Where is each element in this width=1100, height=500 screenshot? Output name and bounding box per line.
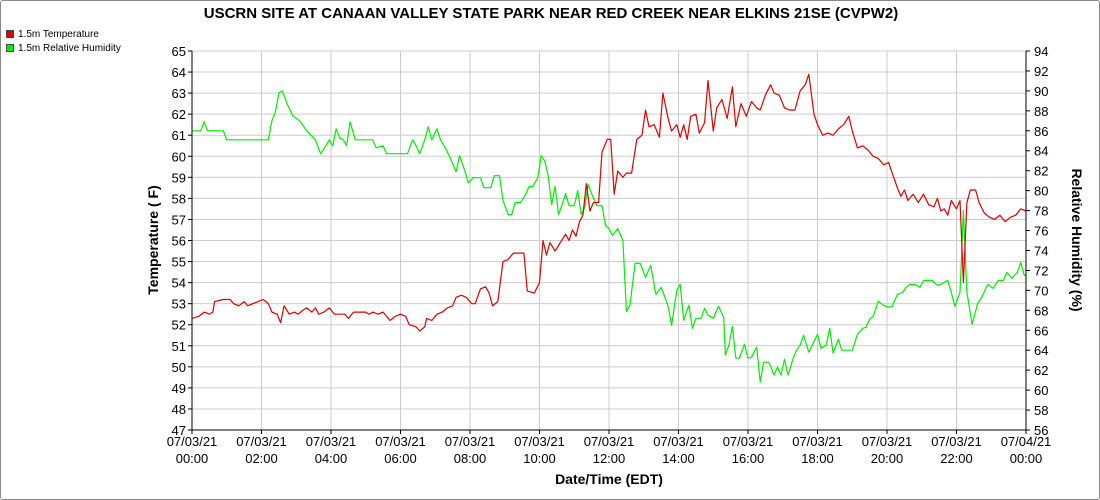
legend: 1.5m Temperature 1.5m Relative Humidity xyxy=(6,27,121,55)
left-tick-label: 51 xyxy=(172,339,186,354)
right-tick-label: 58 xyxy=(1034,403,1048,418)
right-tick-label: 76 xyxy=(1034,224,1048,239)
right-tick-label: 68 xyxy=(1034,303,1048,318)
right-tick-label: 78 xyxy=(1034,204,1048,219)
right-tick-label: 90 xyxy=(1034,84,1048,99)
right-tick-label: 66 xyxy=(1034,323,1048,338)
x-axis: 07/03/21 00:00 07/03/21 02:00 07/03/21 04:00 0… xyxy=(167,429,1052,466)
x-tick-label-time: 18:00 xyxy=(801,451,834,466)
right-tick-label: 94 xyxy=(1034,44,1048,59)
x-tick-label-date: 07/03/21 xyxy=(584,434,635,449)
left-tick-label: 56 xyxy=(172,234,186,249)
x-tick-label-time: 12:00 xyxy=(593,451,626,466)
legend-swatch-temperature xyxy=(6,30,14,38)
chart-title: USCRN SITE AT CANAAN VALLEY STATE PARK N… xyxy=(204,5,899,22)
right-tick-label: 70 xyxy=(1034,283,1048,298)
legend-swatch-humidity xyxy=(6,44,14,52)
x-tick-label-date: 07/03/21 xyxy=(653,434,704,449)
x-tick-label-date: 07/03/21 xyxy=(514,434,565,449)
x-tick-label-date: 07/03/21 xyxy=(236,434,287,449)
humidity-series-line xyxy=(192,90,1026,383)
left-tick-label: 53 xyxy=(172,297,186,312)
x-tick-label-date: 07/03/21 xyxy=(931,434,982,449)
x-tick-label-time: 10:00 xyxy=(523,451,556,466)
grid xyxy=(191,50,1027,431)
left-tick-label: 64 xyxy=(172,65,186,80)
right-tick-label: 84 xyxy=(1034,144,1048,159)
right-axis-label: Relative Humidity (%) xyxy=(1069,168,1085,311)
left-tick-label: 63 xyxy=(172,86,186,101)
x-tick-label-time: 20:00 xyxy=(871,451,904,466)
x-tick-label-time: 02:00 xyxy=(245,451,278,466)
x-tick-label-date: 07/04/21 xyxy=(1001,434,1052,449)
right-tick-label: 92 xyxy=(1034,64,1048,79)
legend-item-temperature: 1.5m Temperature xyxy=(6,27,121,41)
left-tick-label: 65 xyxy=(172,44,186,59)
legend-label-humidity: 1.5m Relative Humidity xyxy=(18,42,121,54)
left-tick-label: 57 xyxy=(172,212,186,227)
right-tick-label: 82 xyxy=(1034,164,1048,179)
x-tick-label-date: 07/03/21 xyxy=(862,434,913,449)
x-tick-label-time: 14:00 xyxy=(662,451,695,466)
left-tick-label: 52 xyxy=(172,318,186,333)
left-tick-label: 49 xyxy=(172,381,186,396)
left-axis: 47 48 49 50 51 52 53 54 55 56 57 58 59 60 61 62 63 64 65 xyxy=(172,44,193,438)
right-tick-label: 60 xyxy=(1034,383,1048,398)
x-tick-label-time: 08:00 xyxy=(454,451,487,466)
x-tick-label-date: 07/03/21 xyxy=(723,434,774,449)
left-tick-label: 62 xyxy=(172,107,186,122)
x-tick-label-time: 22:00 xyxy=(940,451,973,466)
left-axis-label: Temperature ( F) xyxy=(145,185,161,294)
left-tick-label: 48 xyxy=(172,402,186,417)
x-tick-label-date: 07/03/21 xyxy=(167,434,218,449)
series-layer xyxy=(191,73,1027,383)
left-tick-label: 50 xyxy=(172,360,186,375)
right-axis: 56 58 60 62 64 66 68 70 72 74 76 78 80 82 84 86 88 90 92 94 xyxy=(1025,44,1048,438)
left-tick-label: 55 xyxy=(172,255,186,270)
left-tick-label: 47 xyxy=(172,423,186,438)
right-tick-label: 86 xyxy=(1034,124,1048,139)
legend-item-humidity: 1.5m Relative Humidity xyxy=(6,41,121,55)
x-tick-label-time: 16:00 xyxy=(732,451,765,466)
right-tick-label: 56 xyxy=(1034,423,1048,438)
left-tick-label: 59 xyxy=(172,170,186,185)
left-tick-label: 61 xyxy=(172,128,186,143)
left-tick-label: 60 xyxy=(172,149,186,164)
x-tick-label-date: 07/03/21 xyxy=(375,434,426,449)
x-tick-label-time: 00:00 xyxy=(1010,451,1043,466)
right-tick-label: 88 xyxy=(1034,104,1048,119)
x-tick-label-date: 07/03/21 xyxy=(445,434,496,449)
x-tick-label-date: 07/03/21 xyxy=(306,434,357,449)
right-tick-label: 80 xyxy=(1034,184,1048,199)
right-tick-label: 72 xyxy=(1034,263,1048,278)
right-tick-label: 64 xyxy=(1034,343,1048,358)
right-tick-label: 62 xyxy=(1034,363,1048,378)
x-axis-label: Date/Time (EDT) xyxy=(555,471,663,487)
left-tick-label: 58 xyxy=(172,191,186,206)
x-tick-label-time: 00:00 xyxy=(176,451,209,466)
right-tick-label: 74 xyxy=(1034,243,1048,258)
x-tick-label-time: 06:00 xyxy=(384,451,417,466)
legend-label-temperature: 1.5m Temperature xyxy=(18,28,99,40)
left-tick-label: 54 xyxy=(172,276,186,291)
x-tick-label-date: 07/03/21 xyxy=(792,434,843,449)
temperature-series-line xyxy=(191,73,1027,332)
x-tick-label-time: 04:00 xyxy=(315,451,348,466)
